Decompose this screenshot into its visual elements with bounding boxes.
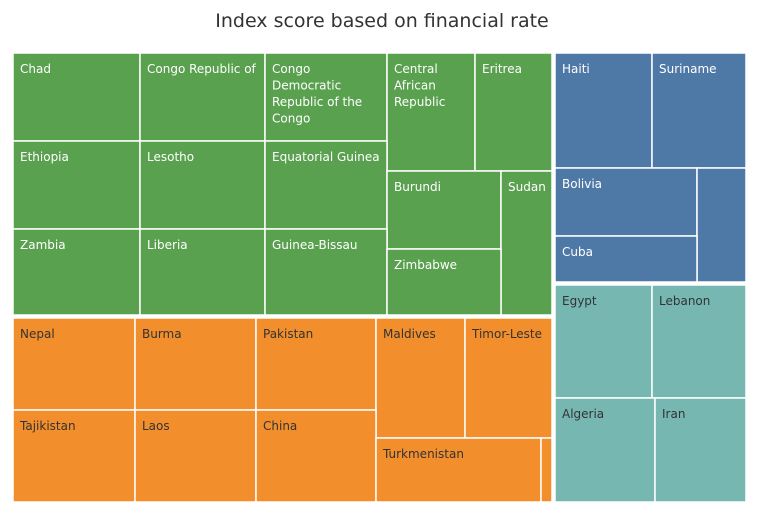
tile-timor-leste[interactable] bbox=[464, 317, 553, 439]
tile-lesotho[interactable] bbox=[139, 140, 266, 230]
tile-label-cuba: Cuba bbox=[562, 245, 593, 259]
tile-liberia[interactable] bbox=[139, 228, 266, 316]
tile-bolivia[interactable] bbox=[554, 167, 698, 237]
tile-label-maldives: Maldives bbox=[383, 327, 436, 341]
tile-label-haiti: Haiti bbox=[562, 62, 590, 76]
tile-eritrea[interactable] bbox=[474, 52, 553, 172]
tile-label-suriname: Suriname bbox=[659, 62, 717, 76]
tile-laos[interactable] bbox=[134, 409, 257, 503]
tile-label-burundi: Burundi bbox=[394, 180, 441, 194]
tile-label-zimbabwe: Zimbabwe bbox=[394, 258, 457, 272]
tile-label-congo-democratic-republic-of-the-congo: Congo Democratic Republic of the Congo bbox=[272, 62, 362, 126]
tile-central-african-republic[interactable] bbox=[386, 52, 476, 172]
tile-china[interactable] bbox=[255, 409, 377, 503]
tile-label-guinea-bissau: Guinea-Bissau bbox=[272, 238, 358, 252]
tile-pakistan[interactable] bbox=[255, 317, 377, 411]
tile-label-pakistan: Pakistan bbox=[263, 327, 313, 341]
tile-lebanon[interactable] bbox=[651, 284, 747, 399]
tile-iran[interactable] bbox=[654, 397, 747, 503]
tile-egypt[interactable] bbox=[554, 284, 653, 399]
tile-label-eritrea: Eritrea bbox=[482, 62, 522, 76]
tile-label-tajikistan: Tajikistan bbox=[19, 419, 76, 433]
tile-label-nepal: Nepal bbox=[20, 327, 55, 341]
tile-burma[interactable] bbox=[134, 317, 257, 411]
tile-label-liberia: Liberia bbox=[147, 238, 188, 252]
tile-zimbabwe[interactable] bbox=[386, 248, 502, 316]
tile-label-timor-leste: Timor-Leste bbox=[471, 327, 542, 341]
tile-tajikistan[interactable] bbox=[12, 409, 136, 503]
tile-turkmenistan[interactable] bbox=[375, 437, 542, 503]
tile-equatorial-guinea[interactable] bbox=[264, 140, 388, 230]
tile-label-sudan: Sudan bbox=[508, 180, 546, 194]
tile-algeria[interactable] bbox=[554, 397, 656, 503]
tile-label-laos: Laos bbox=[142, 419, 170, 433]
tile-ethiopia[interactable] bbox=[12, 140, 141, 230]
tile-nepal[interactable] bbox=[12, 317, 136, 411]
tile-unlabeled-1-9[interactable] bbox=[540, 437, 553, 503]
tile-haiti[interactable] bbox=[554, 52, 653, 169]
tile-label-iran: Iran bbox=[662, 407, 685, 421]
chart-title: Index score based on financial rate bbox=[215, 10, 549, 32]
tile-label-zambia: Zambia bbox=[20, 238, 66, 252]
tile-guinea-bissau[interactable] bbox=[264, 228, 388, 316]
tile-maldives[interactable] bbox=[375, 317, 466, 439]
tile-label-lesotho: Lesotho bbox=[147, 150, 194, 164]
tile-burundi[interactable] bbox=[386, 170, 502, 250]
tile-label-chad: Chad bbox=[20, 62, 51, 76]
tile-label-turkmenistan: Turkmenistan bbox=[382, 447, 464, 461]
tile-label-congo-republic-of: Congo Republic of bbox=[147, 62, 257, 76]
tile-label-egypt: Egypt bbox=[562, 294, 597, 308]
tile-label-lebanon: Lebanon bbox=[659, 294, 710, 308]
tile-label-central-african-republic: Central African Republic bbox=[394, 62, 445, 109]
tile-label-ethiopia: Ethiopia bbox=[20, 150, 69, 164]
tile-unlabeled-2-3[interactable] bbox=[696, 167, 747, 283]
tile-label-china: China bbox=[263, 419, 297, 433]
tile-suriname[interactable] bbox=[651, 52, 747, 169]
tile-sudan[interactable] bbox=[500, 170, 553, 316]
tile-cuba[interactable] bbox=[554, 235, 698, 283]
tile-label-algeria: Algeria bbox=[562, 407, 604, 421]
tile-label-bolivia: Bolivia bbox=[562, 177, 602, 191]
tile-label-burma: Burma bbox=[142, 327, 182, 341]
tile-label-equatorial-guinea: Equatorial Guinea bbox=[272, 150, 380, 164]
